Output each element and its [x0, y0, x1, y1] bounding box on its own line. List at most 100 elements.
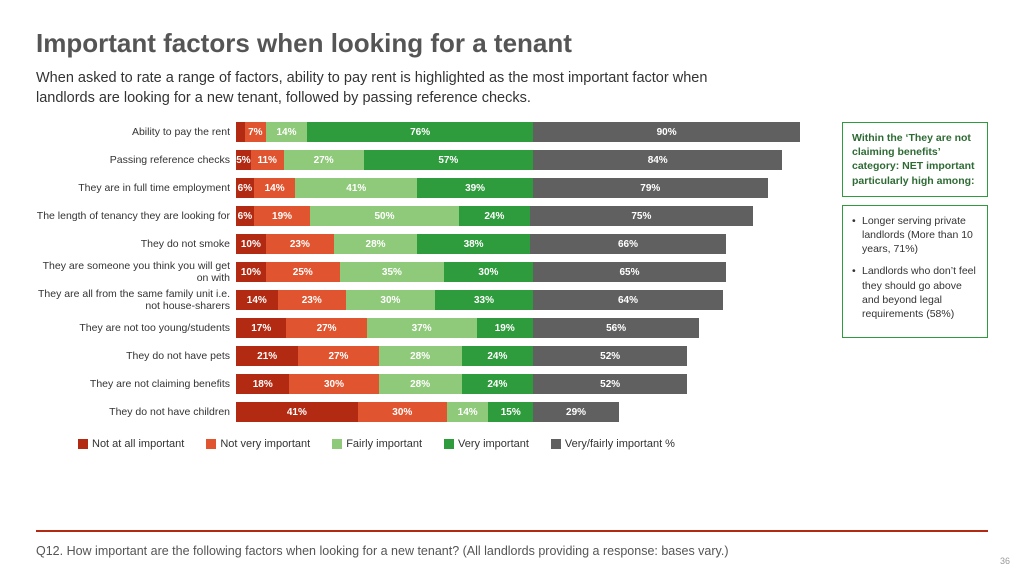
chart-legend: Not at all important Not very important Fa… — [78, 438, 988, 450]
seg-fairly: 28% — [379, 346, 462, 366]
seg-net: 90% — [533, 122, 800, 142]
legend-swatch — [206, 439, 216, 449]
seg-very: 24% — [462, 346, 533, 366]
seg-net: 66% — [530, 234, 726, 254]
seg-net: 52% — [533, 374, 687, 394]
legend-item: Very important — [444, 438, 529, 450]
chart-row-label: Passing reference checks — [36, 154, 236, 166]
seg-not-very: 27% — [298, 346, 378, 366]
seg-very: 24% — [459, 206, 530, 226]
seg-very: 33% — [435, 290, 533, 310]
bar-track: 18%30%28%24%52% — [236, 374, 830, 394]
bar-track: 7%14%76%90% — [236, 122, 830, 142]
seg-fairly: 30% — [346, 290, 435, 310]
seg-not-at-all: 6% — [236, 206, 254, 226]
seg-fairly: 28% — [379, 374, 462, 394]
page-number: 36 — [1000, 556, 1010, 566]
chart-row: They are not too young/students17%27%37%… — [36, 316, 830, 340]
seg-not-very: 30% — [358, 402, 447, 422]
legend-item: Fairly important — [332, 438, 422, 450]
bar-track: 6%19%50%24%75% — [236, 206, 830, 226]
seg-not-at-all: 17% — [236, 318, 286, 338]
seg-very: 76% — [307, 122, 533, 142]
chart-row-label: They do not smoke — [36, 238, 236, 250]
bar-track: 41%30%14%15%29% — [236, 402, 830, 422]
seg-not-very: 7% — [245, 122, 266, 142]
chart-row: The length of tenancy they are looking f… — [36, 204, 830, 228]
chart-row: They do not smoke10%23%28%38%66% — [36, 232, 830, 256]
chart-row: They are in full time employment6%14%41%… — [36, 176, 830, 200]
legend-swatch — [444, 439, 454, 449]
page-subtitle: When asked to rate a range of factors, a… — [36, 69, 756, 108]
callout-item: Landlords who don’t feel they should go … — [852, 264, 978, 321]
tenant-factors-chart: Ability to pay the rent7%14%76%90%Passin… — [36, 120, 830, 428]
seg-very: 19% — [477, 318, 533, 338]
seg-not-at-all — [236, 122, 245, 142]
seg-not-at-all: 10% — [236, 262, 266, 282]
seg-fairly: 50% — [310, 206, 459, 226]
seg-very: 39% — [417, 178, 533, 198]
page-title: Important factors when looking for a ten… — [36, 28, 988, 59]
seg-net: 65% — [533, 262, 726, 282]
seg-not-very: 30% — [289, 374, 378, 394]
seg-not-very: 27% — [286, 318, 366, 338]
legend-label: Fairly important — [346, 438, 422, 450]
callout-body: Longer serving private landlords (More t… — [842, 205, 988, 338]
chart-row-label: They are all from the same family unit i… — [36, 288, 236, 312]
chart-row: They do not have pets21%27%28%24%52% — [36, 344, 830, 368]
bar-track: 17%27%37%19%56% — [236, 318, 830, 338]
chart-row: Passing reference checks5%11%27%57%84% — [36, 148, 830, 172]
bar-track: 10%23%28%38%66% — [236, 234, 830, 254]
seg-net: 52% — [533, 346, 687, 366]
seg-not-very: 25% — [266, 262, 340, 282]
legend-swatch — [332, 439, 342, 449]
seg-not-at-all: 14% — [236, 290, 278, 310]
seg-not-very: 14% — [254, 178, 296, 198]
chart-row: Ability to pay the rent7%14%76%90% — [36, 120, 830, 144]
legend-item: Not very important — [206, 438, 310, 450]
seg-fairly: 37% — [367, 318, 477, 338]
legend-label: Not very important — [220, 438, 310, 450]
legend-item: Very/fairly important % — [551, 438, 675, 450]
seg-not-at-all: 21% — [236, 346, 298, 366]
seg-net: 75% — [530, 206, 753, 226]
chart-row-label: Ability to pay the rent — [36, 126, 236, 138]
seg-net: 29% — [533, 402, 619, 422]
chart-row: They do not have children41%30%14%15%29% — [36, 400, 830, 424]
seg-net: 79% — [533, 178, 768, 198]
seg-not-very: 11% — [251, 150, 284, 170]
legend-label: Very/fairly important % — [565, 438, 675, 450]
seg-fairly: 14% — [447, 402, 489, 422]
footer-divider — [36, 530, 988, 532]
seg-not-very: 23% — [266, 234, 334, 254]
seg-fairly: 27% — [284, 150, 364, 170]
chart-row: They are not claiming benefits18%30%28%2… — [36, 372, 830, 396]
legend-swatch — [551, 439, 561, 449]
chart-row-label: They are not claiming benefits — [36, 378, 236, 390]
chart-row-label: They are in full time employment — [36, 182, 236, 194]
chart-row-label: They are not too young/students — [36, 322, 236, 334]
footnote-text: Q12. How important are the following fac… — [36, 544, 729, 558]
seg-net: 56% — [533, 318, 699, 338]
bar-track: 14%23%30%33%64% — [236, 290, 830, 310]
seg-not-at-all: 18% — [236, 374, 289, 394]
seg-fairly: 35% — [340, 262, 444, 282]
seg-fairly: 14% — [266, 122, 308, 142]
seg-very: 57% — [364, 150, 533, 170]
chart-row-label: They are someone you think you will get … — [36, 260, 236, 284]
seg-very: 15% — [488, 402, 533, 422]
seg-fairly: 28% — [334, 234, 417, 254]
seg-fairly: 41% — [295, 178, 417, 198]
seg-not-at-all: 5% — [236, 150, 251, 170]
chart-row-label: They do not have children — [36, 406, 236, 418]
callout-column: Within the ‘They are not claiming benefi… — [842, 120, 988, 428]
seg-very: 24% — [462, 374, 533, 394]
chart-row: They are all from the same family unit i… — [36, 288, 830, 312]
bar-track: 5%11%27%57%84% — [236, 150, 830, 170]
legend-item: Not at all important — [78, 438, 184, 450]
seg-not-at-all: 6% — [236, 178, 254, 198]
seg-very: 30% — [444, 262, 533, 282]
seg-net: 84% — [533, 150, 782, 170]
bar-track: 10%25%35%30%65% — [236, 262, 830, 282]
chart-row-label: The length of tenancy they are looking f… — [36, 210, 236, 222]
